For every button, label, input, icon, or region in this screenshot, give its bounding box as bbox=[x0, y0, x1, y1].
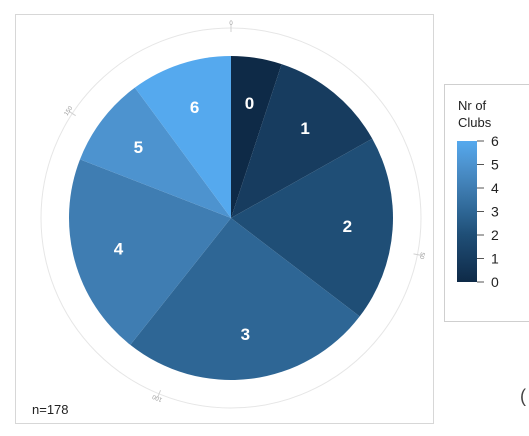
slice-label-6: 6 bbox=[190, 98, 199, 117]
legend-ticks: 6 5 4 3 2 1 0 bbox=[477, 133, 499, 290]
legend-title: Nr of Clubs bbox=[458, 97, 518, 131]
legend-colorbar: 6 5 4 3 2 1 0 bbox=[457, 133, 499, 290]
edge-glyph: ( bbox=[520, 386, 526, 406]
ring-tick-label-150: 150 bbox=[64, 105, 75, 117]
pie-slice-5 bbox=[80, 87, 231, 218]
colorbar-gradient bbox=[457, 141, 477, 282]
legend-tick-label-4: 4 bbox=[491, 180, 499, 196]
ring-tick-label-50: 50 bbox=[418, 252, 425, 260]
slice-labels: 0 1 2 3 4 5 6 bbox=[114, 94, 352, 344]
ring-tick-mark-150 bbox=[68, 110, 76, 117]
pie-chart: 0 50 100 150 0 1 2 3 4 5 6 bbox=[40, 21, 425, 409]
slice-label-3: 3 bbox=[241, 325, 250, 344]
legend-title-line-1: Nr of bbox=[458, 98, 487, 113]
sample-size-label: n=178 bbox=[32, 402, 69, 417]
legend-title-line-2: Clubs bbox=[458, 115, 492, 130]
pie-slice-0 bbox=[231, 56, 282, 218]
legend-tick-label-1: 1 bbox=[491, 251, 499, 267]
pie-slice-6 bbox=[134, 56, 231, 218]
ring-tick-label-0: 0 bbox=[229, 21, 233, 27]
slice-label-5: 5 bbox=[134, 138, 143, 157]
pie-slice-2 bbox=[231, 138, 393, 317]
slice-label-1: 1 bbox=[300, 119, 309, 138]
ring-tick-label-100: 100 bbox=[151, 393, 163, 403]
legend-tick-label-5: 5 bbox=[491, 157, 499, 173]
legend-tick-label-0: 0 bbox=[491, 274, 499, 290]
ring-tick-mark-50 bbox=[413, 253, 422, 256]
legend-tick-label-6: 6 bbox=[491, 133, 499, 149]
legend-tick-label-3: 3 bbox=[491, 204, 499, 220]
slice-label-0: 0 bbox=[245, 94, 254, 113]
legend-tick-label-2: 2 bbox=[491, 227, 499, 243]
pie-slice-4 bbox=[68, 159, 231, 345]
slice-label-4: 4 bbox=[114, 240, 124, 259]
pie-slice-3 bbox=[130, 218, 360, 381]
slice-label-2: 2 bbox=[343, 217, 352, 236]
ring-tick-mark-100 bbox=[157, 389, 162, 398]
pie-slice-1 bbox=[231, 64, 373, 219]
pie-slices bbox=[68, 56, 393, 381]
